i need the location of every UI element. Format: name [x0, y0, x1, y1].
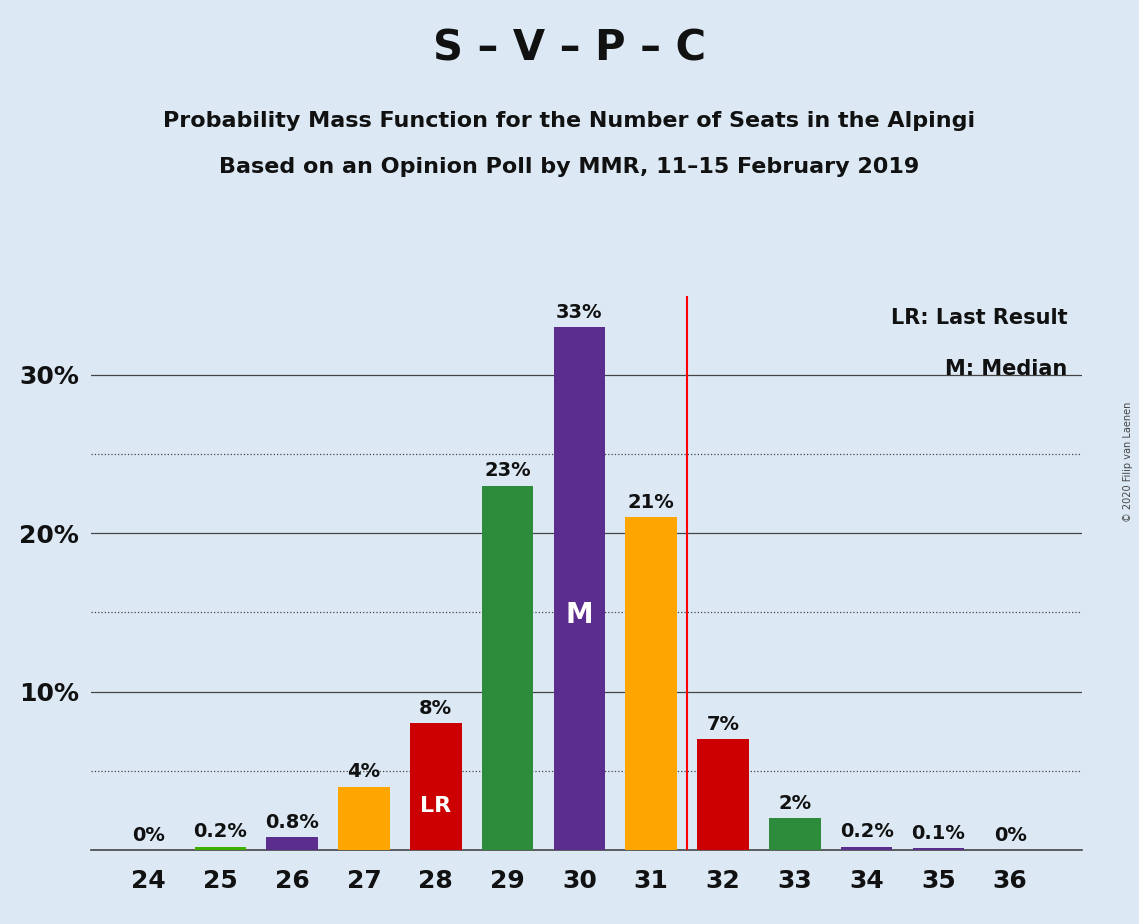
Text: 8%: 8%: [419, 699, 452, 718]
Text: 7%: 7%: [706, 714, 739, 734]
Bar: [338, 786, 390, 850]
Text: 0%: 0%: [994, 825, 1026, 845]
Text: 2%: 2%: [778, 794, 811, 813]
Text: 0%: 0%: [132, 825, 165, 845]
Text: 0.2%: 0.2%: [839, 822, 894, 842]
Text: 23%: 23%: [484, 461, 531, 480]
Text: 0.1%: 0.1%: [911, 824, 966, 843]
Bar: [769, 819, 821, 850]
Text: S – V – P – C: S – V – P – C: [433, 28, 706, 69]
Bar: [195, 847, 246, 850]
Bar: [410, 723, 461, 850]
Bar: [267, 837, 318, 850]
Text: LR: LR: [420, 796, 451, 816]
Text: Probability Mass Function for the Number of Seats in the Alpingi: Probability Mass Function for the Number…: [163, 111, 976, 131]
Bar: [554, 327, 605, 850]
Text: 0.8%: 0.8%: [265, 813, 319, 832]
Text: 33%: 33%: [556, 303, 603, 322]
Bar: [912, 848, 965, 850]
Text: 0.2%: 0.2%: [194, 822, 247, 842]
Text: M: M: [566, 601, 593, 629]
Bar: [482, 486, 533, 850]
Text: 4%: 4%: [347, 762, 380, 781]
Bar: [841, 847, 893, 850]
Text: LR: Last Result: LR: Last Result: [891, 309, 1067, 328]
Bar: [625, 517, 677, 850]
Text: 21%: 21%: [628, 492, 674, 512]
Text: © 2020 Filip van Laenen: © 2020 Filip van Laenen: [1123, 402, 1133, 522]
Bar: [697, 739, 748, 850]
Text: M: Median: M: Median: [945, 359, 1067, 379]
Text: Based on an Opinion Poll by MMR, 11–15 February 2019: Based on an Opinion Poll by MMR, 11–15 F…: [220, 157, 919, 177]
